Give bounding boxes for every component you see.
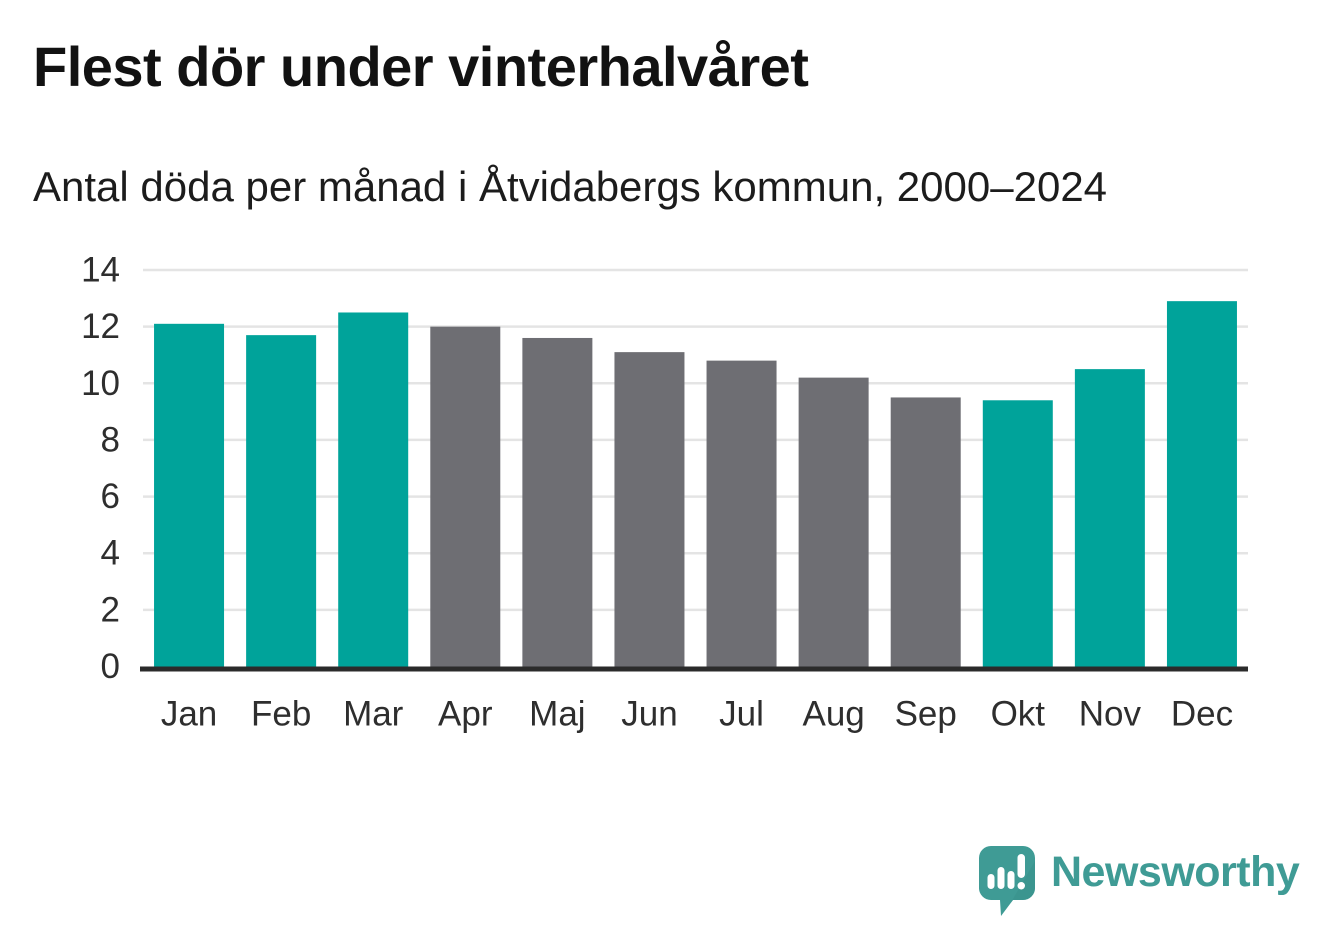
- y-tick-label: 2: [101, 590, 120, 629]
- newsworthy-logo-text: Newsworthy: [1051, 848, 1300, 896]
- y-tick-label: 8: [101, 420, 120, 459]
- bar-sep: [890, 397, 961, 667]
- x-tick-label: Feb: [251, 695, 311, 734]
- bar-jan: [154, 323, 225, 667]
- x-tick-label: Mar: [343, 695, 404, 734]
- bar-jul: [706, 360, 777, 667]
- bar-mar: [338, 312, 409, 667]
- x-tick-label: Nov: [1079, 695, 1142, 734]
- bar-apr: [430, 326, 501, 667]
- y-tick-label: 0: [101, 647, 120, 686]
- bar-feb: [246, 335, 317, 667]
- bar-nov: [1074, 369, 1145, 667]
- newsworthy-logo: Newsworthy: [978, 845, 1300, 919]
- bar-dec: [1166, 301, 1237, 667]
- x-tick-label: Sep: [895, 695, 957, 734]
- x-tick-label: Jul: [719, 695, 764, 734]
- y-tick-label: 12: [81, 307, 120, 346]
- y-tick-label: 6: [101, 477, 120, 516]
- x-tick-label: Okt: [991, 695, 1046, 734]
- x-tick-label: Apr: [438, 695, 493, 734]
- x-tick-label: Maj: [529, 695, 585, 734]
- y-tick-label: 14: [81, 251, 120, 290]
- bar-okt: [982, 400, 1053, 667]
- x-tick-label: Aug: [802, 695, 864, 734]
- y-tick-label: 4: [101, 534, 120, 573]
- y-tick-label: 10: [81, 364, 120, 403]
- chart-title: Flest dör under vinterhalvåret: [33, 35, 809, 98]
- bar-aug: [798, 377, 869, 667]
- x-tick-label: Dec: [1171, 695, 1233, 734]
- bar-jun: [614, 352, 685, 667]
- x-tick-label: Jun: [621, 695, 677, 734]
- chart-subtitle: Antal döda per månad i Åtvidabergs kommu…: [33, 163, 1108, 210]
- newsworthy-logo-icon: [979, 846, 1035, 916]
- x-tick-label: Jan: [161, 695, 217, 734]
- bar-maj: [522, 337, 593, 667]
